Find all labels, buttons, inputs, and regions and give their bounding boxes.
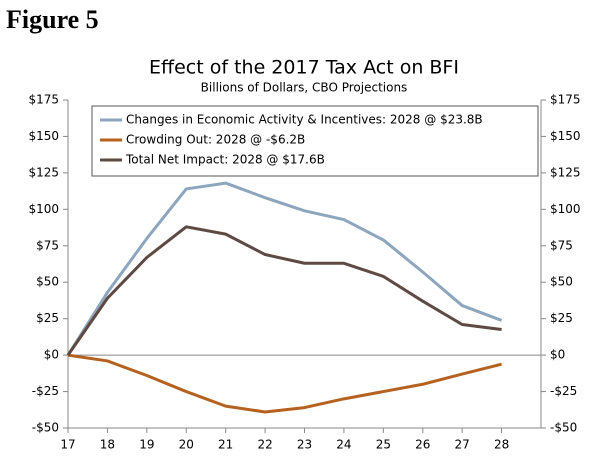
x-tick-label: 24 (336, 438, 351, 452)
y-tick-label-left: $175 (28, 93, 59, 107)
x-tick-label: 17 (60, 438, 75, 452)
legend-label: Total Net Impact: 2028 @ $17.6B (125, 153, 325, 167)
chart-subtitle: Billions of Dollars, CBO Projections (201, 81, 408, 95)
y-tick-label-right: $0 (550, 348, 565, 362)
y-tick-label-right: $150 (550, 129, 581, 143)
x-tick-label: 26 (415, 438, 430, 452)
y-tick-label-right: $75 (550, 238, 573, 252)
series-line (66, 225, 502, 356)
y-tick-label-right: -$25 (550, 384, 577, 398)
x-tick-label: 21 (218, 438, 233, 452)
y-tick-label-left: -$25 (32, 384, 59, 398)
y-tick-label-right: $25 (550, 311, 573, 325)
y-tick-label-left: $75 (36, 238, 59, 252)
y-tick-label-left: -$50 (32, 421, 59, 435)
x-tick-label: 28 (494, 438, 509, 452)
y-tick-label-left: $0 (44, 348, 59, 362)
series-line (67, 353, 502, 414)
y-tick-label-right: $50 (550, 275, 573, 289)
y-tick-label-right: $175 (550, 93, 581, 107)
x-tick-label: 18 (100, 438, 115, 452)
y-tick-label-right: $125 (550, 165, 581, 179)
y-tick-label-left: $150 (28, 129, 59, 143)
y-tick-label-right: $100 (550, 202, 581, 216)
chart-title: Effect of the 2017 Tax Act on BFI (149, 57, 459, 79)
x-tick-label: 23 (297, 438, 312, 452)
figure-label: Figure 5 (6, 5, 99, 34)
series-line (66, 181, 503, 356)
y-tick-label-left: $25 (36, 311, 59, 325)
legend-box (91, 105, 539, 177)
legend-label: Crowding Out: 2028 @ -$6.2B (126, 133, 305, 147)
legend-label: Changes in Economic Activity & Incentive… (126, 113, 483, 127)
x-tick-label: 20 (179, 438, 194, 452)
x-tick-label: 25 (376, 438, 391, 452)
y-tick-label-left: $100 (28, 202, 59, 216)
x-tick-label: 19 (139, 438, 154, 452)
y-tick-label-left: $50 (36, 275, 59, 289)
x-tick-label: 27 (455, 438, 470, 452)
y-tick-label-right: -$50 (550, 421, 577, 435)
y-tick-label-left: $125 (28, 165, 59, 179)
x-tick-label: 22 (257, 438, 272, 452)
